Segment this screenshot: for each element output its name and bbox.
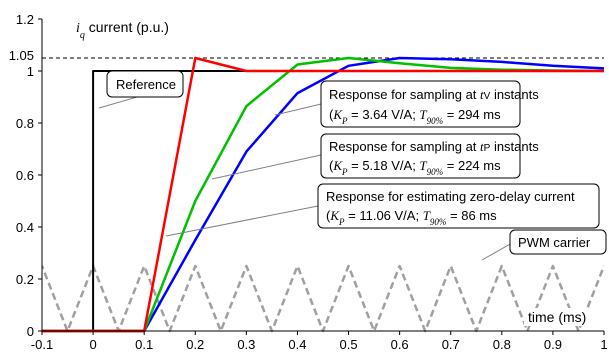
y-tick-label: 0.6	[16, 168, 34, 183]
x-tick-label: 0.3	[237, 337, 255, 352]
y-tick-label: 1	[27, 64, 34, 79]
x-tick-label: 0.1	[135, 337, 153, 352]
zd-line2: (KP = 11.06 V/A; T90% = 86 ms	[326, 208, 497, 227]
tp-box	[320, 133, 521, 179]
tv-leader	[274, 103, 322, 116]
tp-line2: (KP = 5.18 V/A; T90% = 224 ms	[329, 158, 501, 177]
x-tick-label: 1	[600, 337, 607, 352]
x-tick-label: 0.9	[544, 337, 562, 352]
x-tick-label: 0.8	[493, 337, 511, 352]
zd-leader	[165, 205, 319, 237]
x-tick-label: -0.1	[31, 337, 53, 352]
x-tick-label: 0.2	[186, 337, 204, 352]
x-tick-label: 0.4	[288, 337, 306, 352]
pwm-box	[509, 229, 607, 255]
x-tick-label: 0.7	[442, 337, 460, 352]
y-tick-label: 0.4	[16, 220, 34, 235]
x-tick-label: 0.5	[340, 337, 358, 352]
tv-line2: (KP = 3.64 V/A; T90% = 294 ms	[329, 107, 501, 126]
tick-layer: -0.1 0 0.1 0.2 0.3 0.4 0.5 0.6 0.7 0.8 0.9 100.20.4…	[9, 12, 608, 352]
series-line-carrier	[42, 264, 604, 333]
x-tick-label: 0.6	[391, 337, 409, 352]
tp-leader	[211, 154, 322, 180]
reference-box	[106, 70, 184, 98]
tv-line1: Response for sampling at tV instants	[329, 87, 539, 102]
y-axis-label: iq current (p.u.)	[76, 19, 169, 41]
y-tick-label: 1.2	[16, 12, 34, 27]
y-tick-label: 0.2	[16, 272, 34, 287]
zd-box	[317, 183, 600, 229]
zd-line1: Response for estimating zero-delay curre…	[326, 189, 575, 204]
series-layer	[42, 56, 604, 333]
pwm-label: PWM carrier	[518, 235, 591, 250]
x-tick-label: 0	[89, 337, 96, 352]
tp-line1: Response for sampling at tP instants	[329, 139, 539, 154]
y-tick-label: 0.8	[16, 116, 34, 131]
y-tick-label: 0	[27, 324, 34, 339]
x-axis-label: time (ms)	[528, 309, 586, 325]
tv-box	[320, 80, 521, 128]
series-line-red	[42, 56, 604, 333]
series-line-blue	[42, 56, 604, 333]
y-tick-label-extra: 1.05	[9, 48, 34, 63]
pwm-leader	[481, 242, 513, 261]
reference-label: Reference	[116, 77, 176, 92]
